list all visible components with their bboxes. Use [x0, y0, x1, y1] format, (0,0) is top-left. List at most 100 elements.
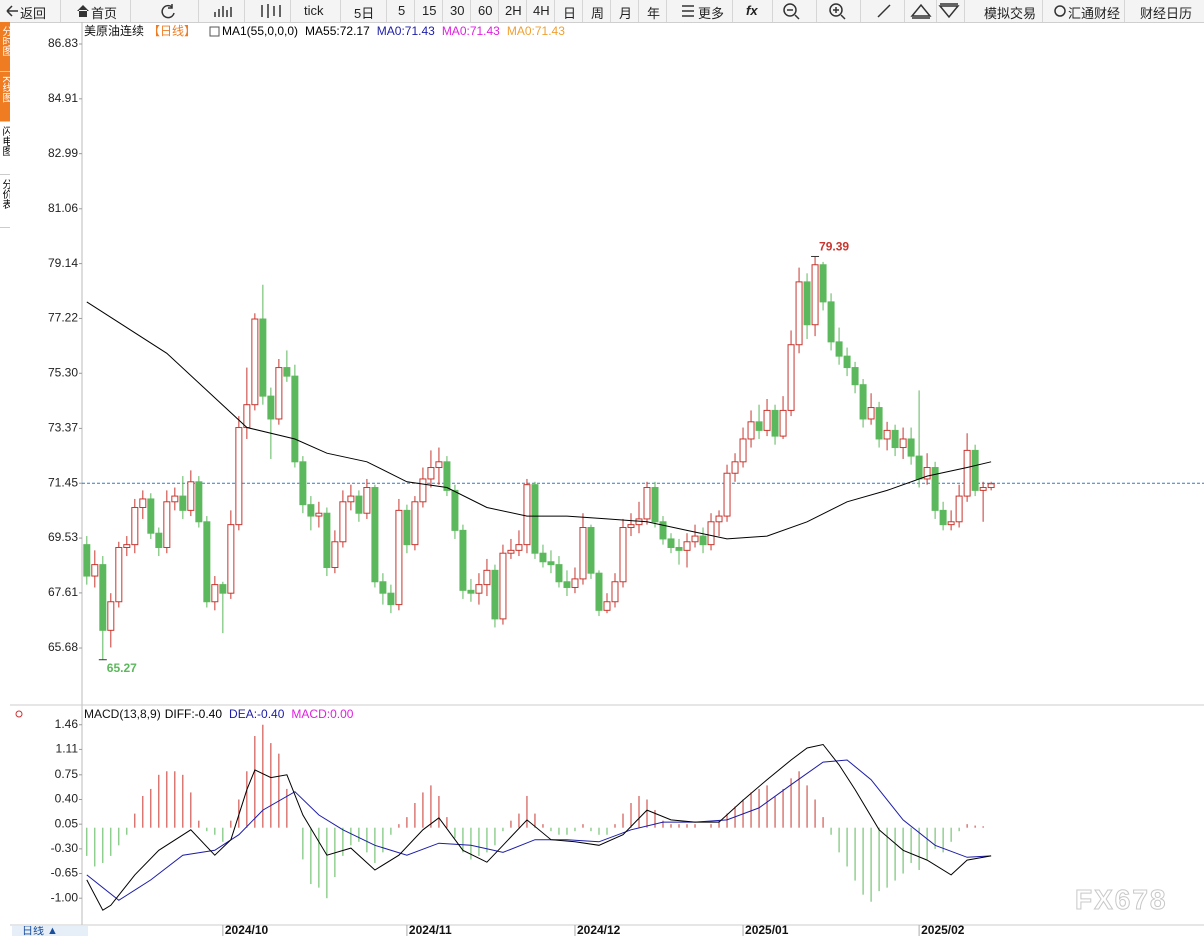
toolbar-button[interactable]: 2H [505, 3, 522, 18]
toolbar-button[interactable]: 周 [591, 6, 605, 21]
toolbar-icon [214, 6, 232, 17]
toolbar-button[interactable]: 模拟交易 [984, 6, 1037, 21]
toolbar-button[interactable]: 返回 [20, 6, 47, 21]
candle-body [987, 483, 995, 489]
candle-body [411, 501, 419, 546]
candle-body [155, 532, 163, 548]
candle-body [83, 544, 91, 577]
candle-body [179, 495, 187, 511]
candle-body [843, 355, 851, 369]
candle-body [651, 487, 659, 523]
legend-icon [209, 26, 220, 37]
x-tick-label: 2024/11 [409, 923, 452, 936]
candle-body [163, 501, 171, 548]
candle-body [315, 512, 323, 517]
candle-body [579, 527, 587, 580]
candle-body [147, 498, 155, 534]
toolbar-button[interactable]: 首页 [91, 6, 118, 21]
y-tick-label: 65.68 [48, 640, 78, 654]
candle-body [99, 564, 107, 631]
candle-body [971, 449, 979, 491]
side-tab[interactable]: K线图 [0, 72, 10, 122]
y-tick-label: 81.06 [48, 201, 78, 215]
candle-body [123, 544, 131, 548]
candle-body [731, 461, 739, 474]
candle-body [483, 569, 491, 586]
candle-body [947, 521, 955, 526]
candle-body [355, 495, 363, 514]
watermark: FX678 [1075, 884, 1168, 916]
candle-body [915, 455, 923, 480]
candle-body [883, 429, 891, 440]
candle-body [331, 541, 339, 568]
candle-body [211, 584, 219, 603]
toolbar-button[interactable]: 30 [450, 3, 465, 18]
y-tick-label: 0.40 [55, 792, 79, 806]
period-button[interactable]: 日线 ▲ [12, 926, 88, 936]
candle-body [139, 498, 147, 509]
legend-item: MA1(55,0,0,0) [222, 24, 298, 38]
legend-item: MACD:0.00 [291, 707, 353, 721]
toolbar-button[interactable]: tick [304, 3, 324, 18]
candle-body [779, 409, 787, 437]
toolbar-icon [829, 3, 843, 17]
candle-body [659, 521, 667, 540]
toolbar-button[interactable]: 财经日历 [1140, 6, 1193, 21]
toolbar-button[interactable]: fx [746, 3, 758, 18]
candle-body [667, 538, 675, 548]
legend-item: MA55:72.17 [305, 24, 370, 38]
toolbar-button[interactable]: 年 [647, 6, 661, 21]
y-tick-label: 75.30 [48, 365, 78, 379]
candle-body [371, 487, 379, 583]
toolbar-separator [904, 0, 905, 22]
toolbar-button[interactable]: 更多 [698, 6, 725, 21]
y-tick-label: 82.99 [48, 146, 78, 160]
candle-body [379, 581, 387, 594]
candle-body [539, 552, 547, 563]
toolbar-button[interactable]: 60 [478, 3, 493, 18]
toolbar-icon [1054, 5, 1066, 17]
side-tab[interactable]: 分时图 [0, 22, 10, 72]
candle-body [563, 581, 571, 588]
toolbar-button[interactable]: 日 [563, 6, 577, 21]
candle-body [755, 421, 763, 431]
side-tab[interactable]: 闪电图 [0, 122, 10, 175]
candle-body [595, 572, 603, 611]
side-tab[interactable]: 分价表 [0, 175, 10, 228]
candle-body [587, 527, 595, 574]
low-label: 65.27 [107, 661, 137, 675]
toolbar-button[interactable]: 5 [398, 3, 406, 18]
period-label: 【日线】 [148, 24, 196, 38]
toolbar-separator [666, 0, 667, 22]
candle-body [795, 281, 803, 346]
candle-body [851, 367, 859, 386]
toolbar-separator [340, 0, 341, 22]
toolbar-separator [554, 0, 555, 22]
toolbar-button[interactable]: 月 [619, 6, 633, 21]
indicator-line [86, 301, 992, 540]
toolbar-icon [682, 5, 694, 17]
toolbar-button[interactable]: 汇通财经 [1068, 6, 1121, 21]
toolbar-button[interactable]: 15 [422, 3, 437, 18]
high-label: 79.39 [819, 240, 849, 254]
toolbar-separator [816, 0, 817, 22]
candle-body [963, 449, 971, 497]
candle-body [603, 601, 611, 611]
candle-body [515, 544, 523, 551]
candle-body [923, 467, 931, 480]
candle-body [435, 461, 443, 469]
candle-body [875, 407, 883, 440]
toolbar-icon [833, 7, 846, 20]
candle-body [723, 472, 731, 517]
toolbar-separator [964, 0, 965, 22]
toolbar-separator [442, 0, 443, 22]
y-tick-label: 0.05 [55, 816, 79, 830]
candle-body [787, 344, 795, 411]
candle-body [227, 524, 235, 594]
candle-body [339, 501, 347, 543]
toolbar-button[interactable]: 4H [533, 3, 550, 18]
candle-body [715, 515, 723, 523]
toolbar-button[interactable]: 5日 [354, 6, 375, 21]
candle-body [267, 395, 275, 420]
